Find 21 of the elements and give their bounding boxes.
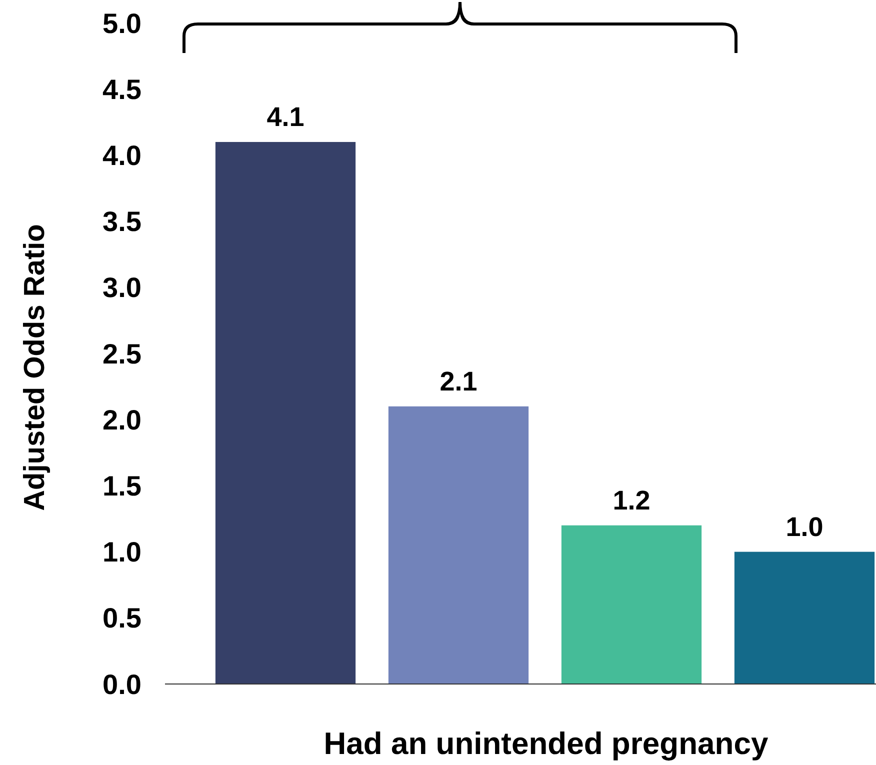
y-tick-label: 0.5 — [102, 602, 142, 634]
y-tick-label: 1.0 — [102, 536, 142, 568]
y-tick-label: 4.5 — [102, 74, 142, 105]
y-tick-label: 2.0 — [102, 404, 142, 436]
y-axis-title: Adjusted Odds Ratio — [19, 224, 51, 511]
y-tick-label: 0.0 — [102, 668, 142, 700]
data-label: 1.2 — [612, 485, 650, 516]
y-tick-label: 4.0 — [102, 140, 142, 171]
bar — [734, 552, 875, 684]
x-axis-title: Had an unintended pregnancy — [324, 726, 769, 761]
bar — [388, 406, 529, 684]
y-tick-label: 3.0 — [102, 272, 142, 304]
bar — [561, 525, 702, 684]
y-tick-label: 5.0 — [102, 8, 142, 39]
data-label: 2.1 — [440, 366, 478, 396]
data-label: 4.1 — [266, 102, 304, 132]
y-tick-label: 3.5 — [102, 206, 142, 238]
bar — [215, 142, 356, 684]
y-tick-label: 2.5 — [102, 338, 142, 370]
data-label: 1.0 — [786, 512, 824, 542]
y-tick-label: 1.5 — [102, 470, 142, 502]
